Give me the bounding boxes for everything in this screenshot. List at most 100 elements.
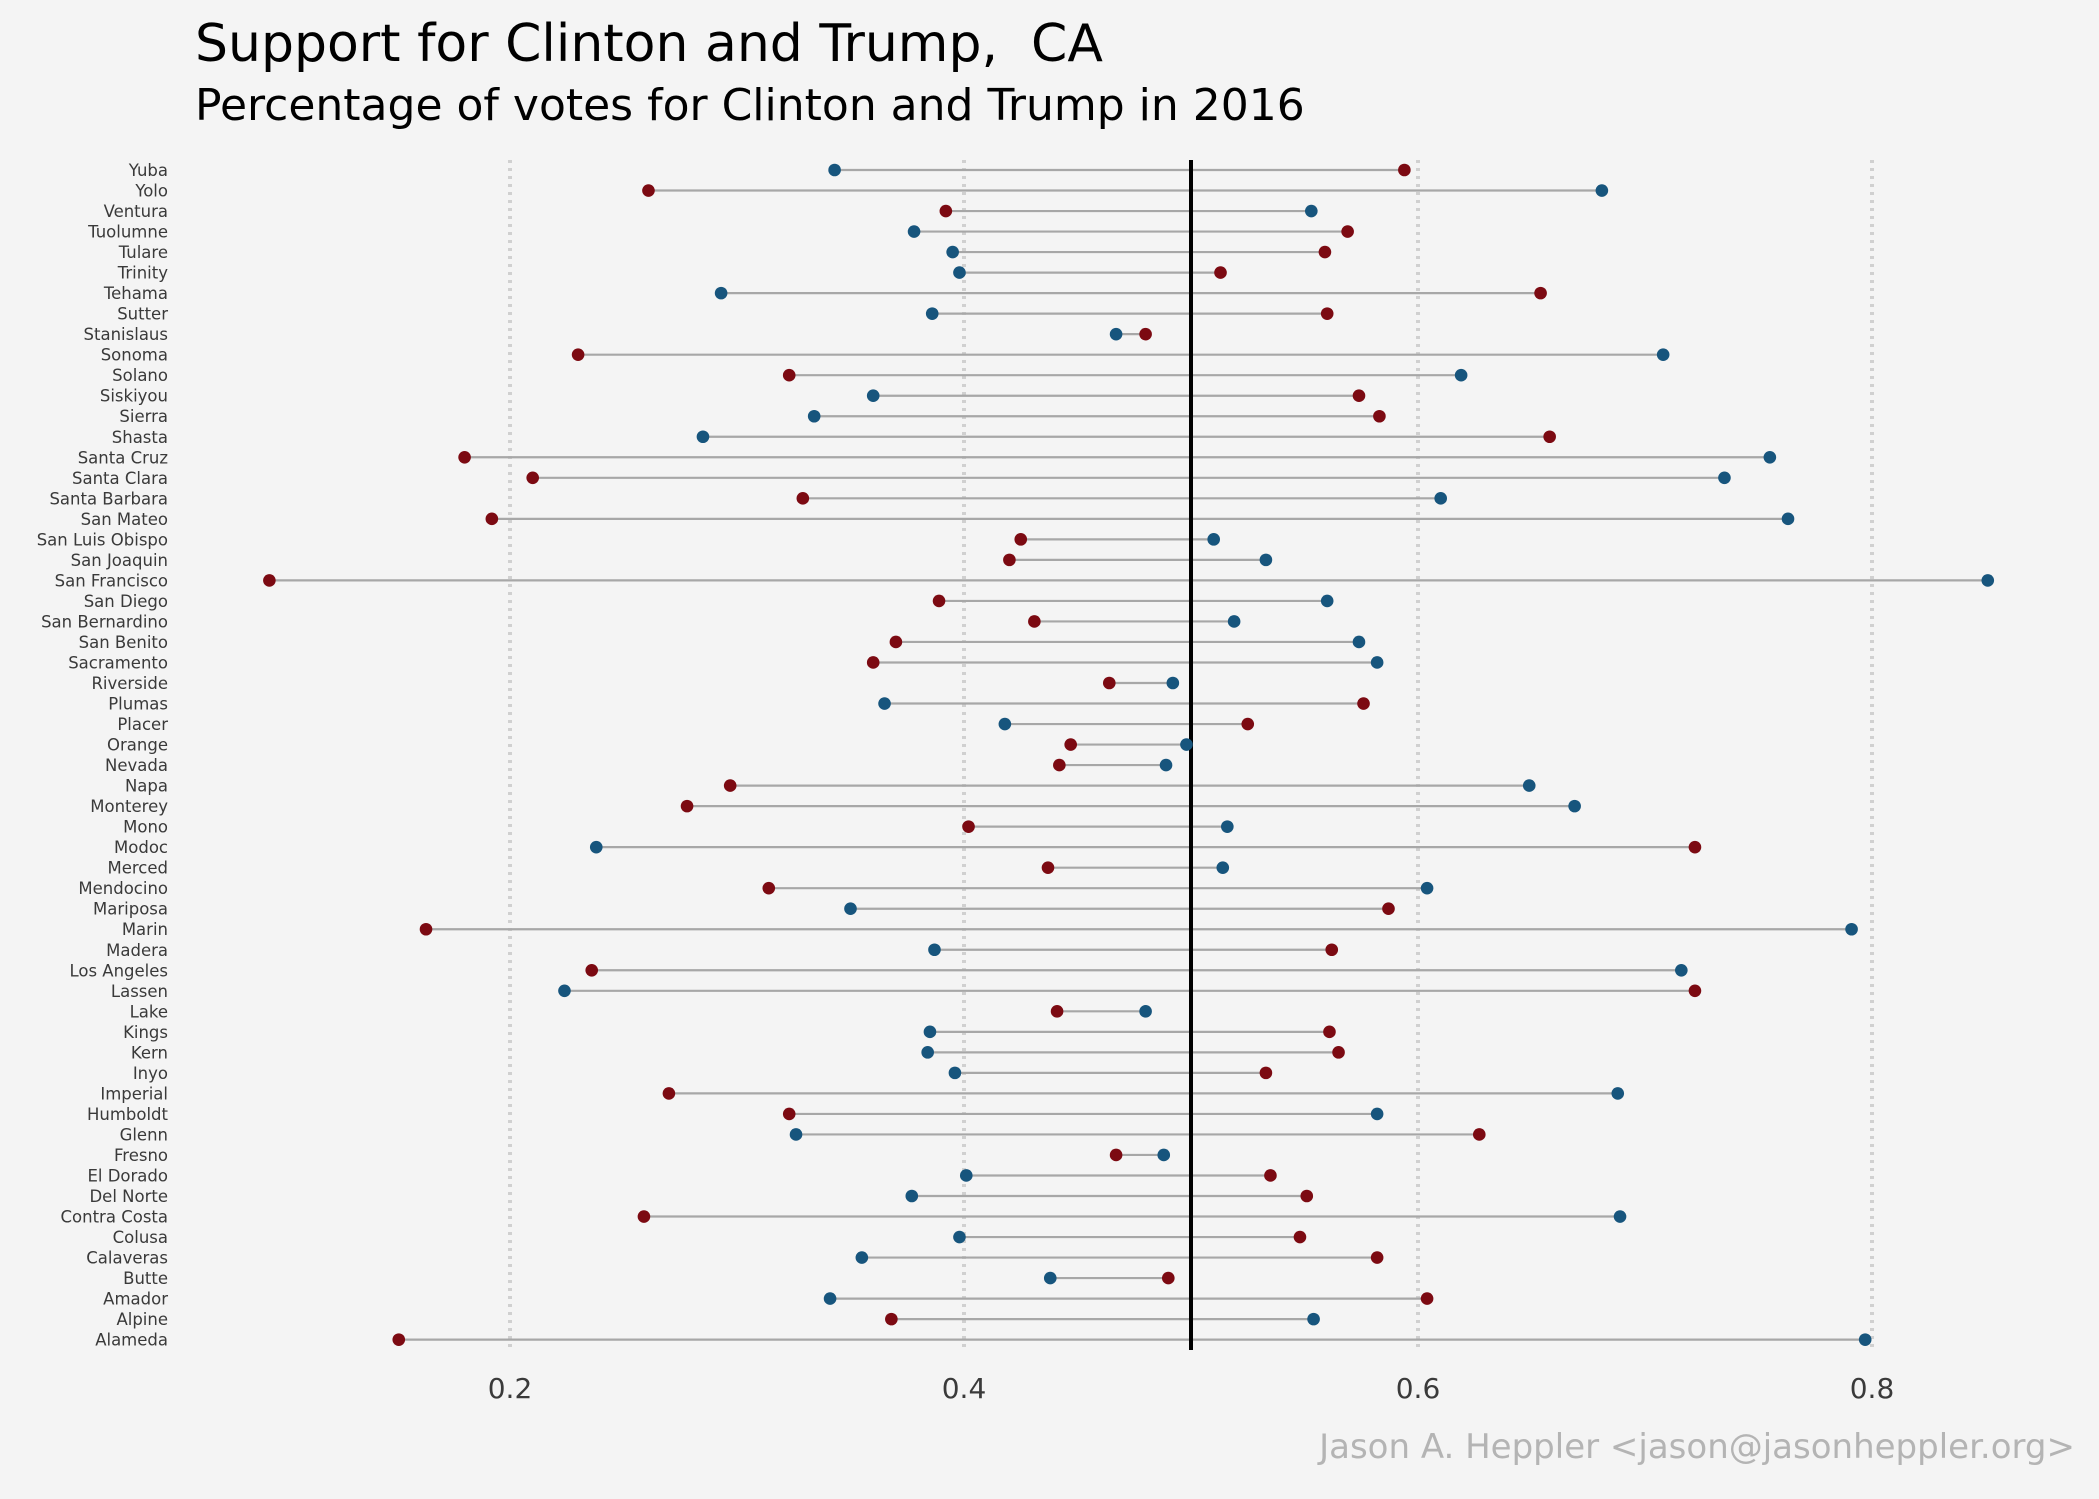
point-trump-sierra xyxy=(1373,409,1386,423)
chart-title: Support for Clinton and Trump, CA xyxy=(195,14,1103,74)
y-tick-label-del-norte: Del Norte xyxy=(89,1187,168,1206)
y-tick-label-san-francisco: San Francisco xyxy=(55,571,168,590)
point-trump-tuolumne xyxy=(1341,225,1354,238)
point-clinton-san-benito xyxy=(1352,635,1366,649)
point-clinton-marin xyxy=(1845,922,1858,936)
y-tick-label-sacramento: Sacramento xyxy=(68,653,168,672)
y-tick-label-modoc: Modoc xyxy=(114,838,168,857)
point-trump-riverside xyxy=(1102,676,1116,690)
y-tick-label-el-dorado: El Dorado xyxy=(87,1166,168,1185)
point-trump-del-norte xyxy=(1300,1189,1314,1203)
point-trump-lake xyxy=(1050,1005,1064,1018)
y-tick-label-siskiyou: Siskiyou xyxy=(100,387,168,406)
point-trump-shasta xyxy=(1543,430,1556,444)
point-clinton-calaveras xyxy=(855,1251,869,1264)
point-clinton-orange xyxy=(1180,738,1193,751)
point-clinton-sonoma xyxy=(1656,348,1670,361)
point-trump-calaveras xyxy=(1370,1251,1384,1264)
point-clinton-yuba xyxy=(828,163,841,177)
point-clinton-santa-cruz xyxy=(1763,450,1777,464)
point-trump-humboldt xyxy=(782,1107,796,1121)
point-trump-san-luis-obispo xyxy=(1014,533,1028,546)
point-trump-los-angeles xyxy=(585,963,599,977)
y-tick-label-mariposa: Mariposa xyxy=(93,900,168,919)
point-clinton-madera xyxy=(928,943,941,957)
x-tick-label: 0.6 xyxy=(1396,1372,1441,1405)
point-clinton-ventura xyxy=(1305,204,1318,218)
point-clinton-sierra xyxy=(807,409,821,423)
point-trump-santa-cruz xyxy=(458,450,471,464)
point-clinton-shasta xyxy=(696,430,710,444)
x-tick-labels: 0.2 0.4 0.6 0.8 xyxy=(488,1372,1895,1405)
point-trump-alameda xyxy=(392,1333,406,1346)
point-trump-imperial xyxy=(662,1087,676,1100)
point-trump-contra-costa xyxy=(637,1210,651,1223)
y-tick-label-san-diego: San Diego xyxy=(84,592,168,611)
point-trump-glenn xyxy=(1472,1128,1486,1141)
y-tick-label-mono: Mono xyxy=(123,818,168,837)
point-clinton-placer xyxy=(998,717,1012,731)
point-trump-butte xyxy=(1162,1271,1175,1285)
point-clinton-san-joaquin xyxy=(1259,553,1273,567)
grid-layer xyxy=(508,160,1874,1350)
segment-layer xyxy=(269,168,1988,1341)
y-tick-label-sonoma: Sonoma xyxy=(101,346,168,365)
point-trump-marin xyxy=(419,922,433,936)
point-clinton-san-diego xyxy=(1320,594,1334,608)
point-trump-tulare xyxy=(1318,245,1332,259)
point-clinton-sutter xyxy=(925,307,939,320)
y-tick-label-monterey: Monterey xyxy=(90,797,168,816)
point-trump-napa xyxy=(723,779,737,792)
y-tick-label-lassen: Lassen xyxy=(111,982,168,1001)
y-tick-label-mendocino: Mendocino xyxy=(78,879,168,898)
point-trump-santa-clara xyxy=(526,471,539,485)
point-clinton-alameda xyxy=(1858,1333,1872,1346)
point-trump-yolo xyxy=(642,184,655,197)
point-clinton-siskiyou xyxy=(866,389,880,403)
point-clinton-trinity xyxy=(953,266,966,279)
point-clinton-humboldt xyxy=(1370,1107,1384,1121)
y-tick-label-san-luis-obispo: San Luis Obispo xyxy=(37,530,168,549)
y-tick-label-amador: Amador xyxy=(103,1290,168,1309)
point-trump-plumas xyxy=(1357,697,1370,710)
point-clinton-san-bernardino xyxy=(1227,615,1241,628)
point-clinton-stanislaus xyxy=(1109,327,1123,341)
point-clinton-san-francisco xyxy=(1981,574,1995,587)
point-trump-sonoma xyxy=(571,348,585,361)
y-tick-label-kern: Kern xyxy=(131,1043,168,1062)
point-clinton-plumas xyxy=(878,697,891,710)
point-trump-modoc xyxy=(1688,840,1702,854)
point-trump-san-mateo xyxy=(485,512,499,526)
point-trump-merced xyxy=(1041,861,1055,874)
point-clinton-alpine xyxy=(1307,1312,1320,1326)
y-tick-label-solano: Solano xyxy=(112,366,168,385)
point-clinton-imperial xyxy=(1611,1087,1625,1100)
y-tick-label-imperial: Imperial xyxy=(100,1084,168,1103)
point-clinton-napa xyxy=(1522,779,1536,792)
point-clinton-mendocino xyxy=(1420,881,1434,895)
point-trump-solano xyxy=(782,368,796,382)
point-clinton-amador xyxy=(823,1292,837,1305)
y-tick-label-sierra: Sierra xyxy=(119,407,168,426)
point-clinton-santa-clara xyxy=(1718,471,1731,485)
y-tick-label-san-bernardino: San Bernardino xyxy=(41,612,168,631)
point-trump-colusa xyxy=(1293,1230,1307,1244)
y-tick-label-los-angeles: Los Angeles xyxy=(69,961,168,980)
point-clinton-yolo xyxy=(1595,184,1609,197)
y-tick-label-trinity: Trinity xyxy=(117,264,169,283)
point-clinton-mono xyxy=(1221,820,1234,833)
point-trump-fresno xyxy=(1109,1148,1123,1162)
y-tick-label-santa-barbara: Santa Barbara xyxy=(49,489,168,508)
point-trump-mendocino xyxy=(762,881,776,895)
y-tick-label-tehama: Tehama xyxy=(103,284,168,303)
point-clinton-solano xyxy=(1454,368,1468,382)
point-clinton-el-dorado xyxy=(959,1169,973,1182)
point-clinton-nevada xyxy=(1159,758,1173,772)
point-trump-orange xyxy=(1064,738,1077,751)
y-tick-label-riverside: Riverside xyxy=(91,674,168,693)
y-tick-label-shasta: Shasta xyxy=(112,428,168,447)
y-tick-label-san-joaquin: San Joaquin xyxy=(71,551,168,570)
point-clinton-modoc xyxy=(589,840,603,854)
point-clinton-tulare xyxy=(946,245,959,259)
